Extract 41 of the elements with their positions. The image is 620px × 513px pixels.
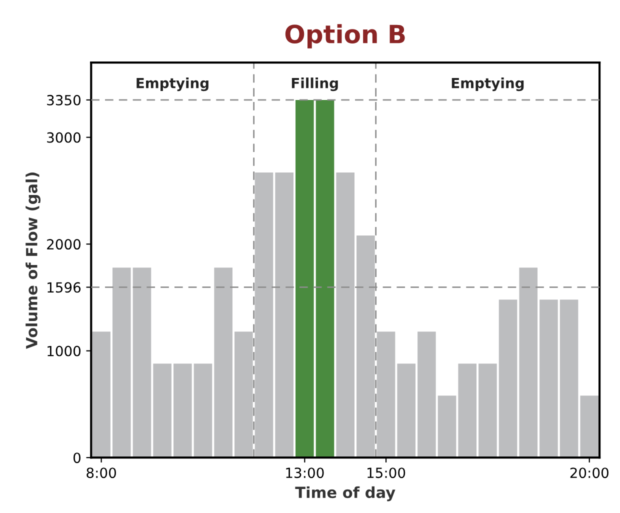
x-tick-label: 20:00 (570, 468, 608, 478)
y-tick-label: 3000 (47, 132, 80, 143)
bar (498, 300, 518, 458)
bar (234, 332, 253, 458)
bar (376, 332, 396, 458)
y-tick-label: 1000 (48, 346, 80, 356)
y-axis-title: Volume of Flow (gal) (26, 172, 41, 349)
bar (92, 332, 110, 458)
bar (174, 364, 192, 458)
annotation: Emptying (136, 78, 208, 92)
bar (458, 364, 477, 458)
y-tick-label: 3350 (47, 94, 80, 106)
bar (356, 236, 375, 458)
bar (153, 364, 172, 458)
bar (194, 364, 212, 458)
y-tick-label: 1596 (48, 282, 81, 293)
bar (540, 300, 558, 458)
x-tick-label: 13:00 (286, 468, 324, 478)
y-tick-label: 0 (73, 452, 80, 464)
bar (296, 100, 314, 458)
bar (112, 268, 131, 458)
annotation: Emptying (452, 78, 524, 92)
annotation: Filling (292, 78, 338, 92)
bar (519, 268, 538, 458)
bar (478, 364, 497, 458)
bar (418, 332, 436, 458)
chart-title: Option B (285, 24, 405, 48)
x-axis-title: Time of day (295, 486, 396, 502)
bar (275, 172, 294, 458)
bar (438, 396, 456, 458)
bar (316, 100, 334, 458)
bar (336, 172, 354, 458)
x-tick-label: 8:00 (86, 468, 116, 478)
y-tick-label: 2000 (47, 239, 80, 250)
bar (397, 364, 416, 458)
bar (214, 268, 232, 458)
x-tick-label: 15:00 (368, 468, 406, 478)
bar (132, 268, 152, 458)
bar (580, 396, 599, 458)
bar (560, 300, 578, 458)
bar (254, 172, 274, 458)
